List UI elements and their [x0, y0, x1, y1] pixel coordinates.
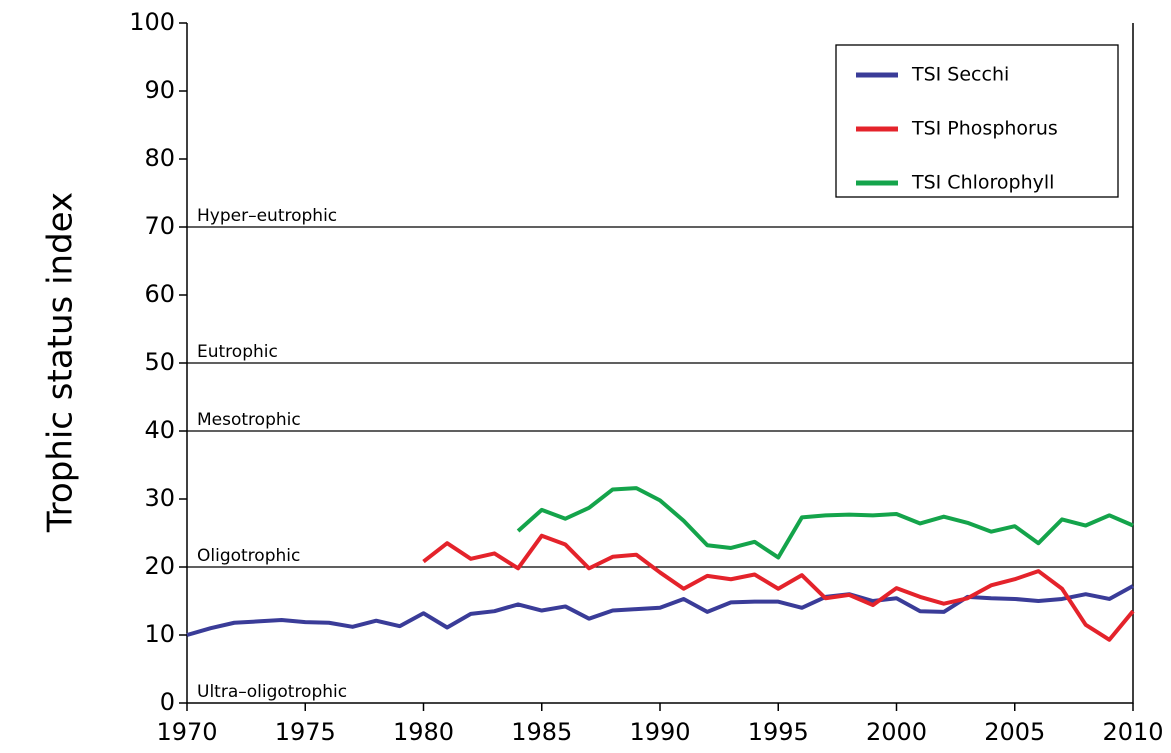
- legend-label: TSI Chlorophyll: [911, 172, 1054, 194]
- y-tick-label: 90: [144, 76, 175, 104]
- y-tick-label: 40: [144, 416, 175, 444]
- x-tick-label: 2000: [866, 718, 927, 746]
- x-tick-label: 1975: [275, 718, 336, 746]
- legend-label: TSI Secchi: [911, 64, 1009, 86]
- y-tick-label: 0: [160, 688, 175, 716]
- y-tick-label: 50: [144, 348, 175, 376]
- series-line: [516, 486, 1134, 560]
- x-tick-label: 1980: [393, 718, 454, 746]
- y-axis-label: Trophic status index: [41, 192, 81, 533]
- legend-box: [835, 44, 1119, 198]
- y-tick-label: 80: [144, 144, 175, 172]
- axis-frame: [186, 23, 1134, 704]
- y-tick-label: 100: [129, 8, 175, 36]
- zone-label: Hyper–eutrophic: [197, 206, 337, 226]
- y-tick-label: 70: [144, 212, 175, 240]
- zone-label: Ultra–oligotrophic: [197, 682, 347, 702]
- x-tick-label: 1985: [511, 718, 572, 746]
- zone-label: Oligotrophic: [197, 546, 300, 566]
- y-tick-label: 10: [144, 620, 175, 648]
- y-tick-label: 20: [144, 552, 175, 580]
- series-line: [422, 533, 1135, 642]
- x-tick-label: 2005: [984, 718, 1045, 746]
- y-tick-label: 30: [144, 484, 175, 512]
- y-tick-label: 60: [144, 280, 175, 308]
- series-line: [186, 584, 1134, 637]
- x-tick-label: 1990: [629, 718, 690, 746]
- legend-label: TSI Phosphorus: [911, 118, 1058, 140]
- x-tick-label: 1995: [748, 718, 809, 746]
- zone-label: Eutrophic: [197, 342, 278, 362]
- zone-label: Mesotrophic: [197, 410, 301, 430]
- x-tick-label: 1970: [156, 718, 217, 746]
- x-tick-label: 2010: [1102, 718, 1163, 746]
